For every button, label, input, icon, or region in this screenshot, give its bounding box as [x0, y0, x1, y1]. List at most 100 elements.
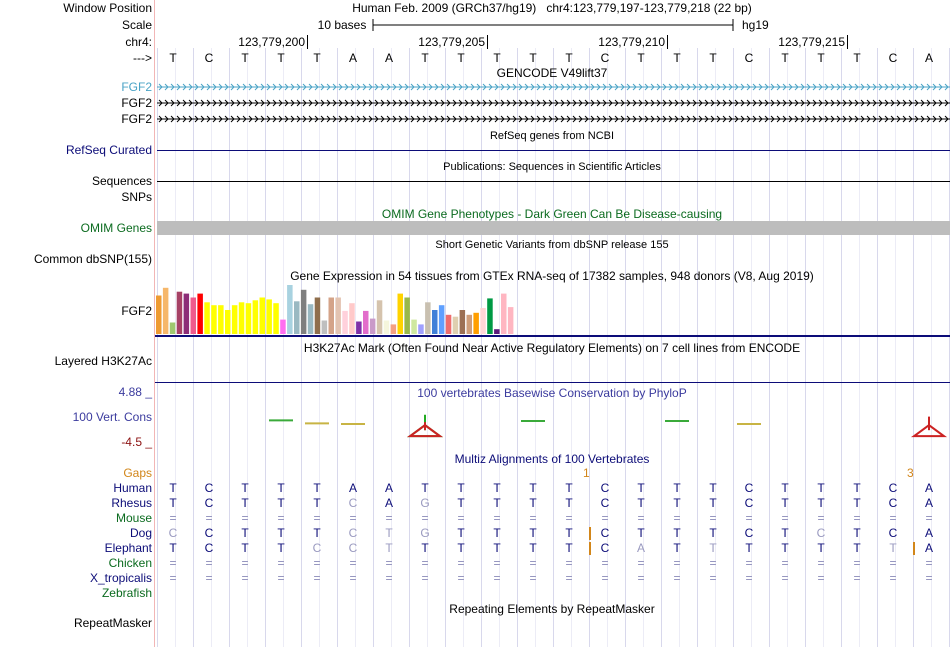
gtex-bar[interactable] — [307, 304, 314, 334]
strand-arrow — [398, 115, 403, 123]
track-label-dbsnp[interactable]: Common dbSNP(155) — [33, 252, 152, 266]
track-label-conservation[interactable]: 100 Vert. Cons — [72, 410, 152, 424]
species-label-elephant[interactable]: Elephant — [104, 541, 152, 555]
gtex-bar[interactable] — [487, 298, 493, 334]
gtex-bar[interactable] — [369, 318, 376, 334]
track-label-sequences[interactable]: Sequences — [91, 174, 152, 188]
gtex-bar[interactable] — [169, 322, 176, 335]
species-label-human[interactable]: Human — [113, 481, 152, 495]
assembly-name: Human Feb. 2009 (GRCh37/hg19) — [352, 1, 537, 15]
strand-arrow — [908, 83, 913, 91]
gtex-bar[interactable] — [494, 329, 500, 334]
gtex-bar[interactable] — [218, 305, 224, 334]
gtex-bar[interactable] — [480, 308, 486, 334]
gtex-bar[interactable] — [259, 297, 266, 335]
gtex-bar[interactable] — [321, 320, 328, 335]
gtex-bar[interactable] — [266, 299, 272, 334]
gtex-bar[interactable] — [356, 321, 362, 335]
gtex-bar[interactable] — [314, 297, 321, 335]
strand-arrow — [704, 99, 709, 107]
gtex-bar[interactable] — [349, 303, 355, 334]
track-label-gencode-fgf2-1[interactable]: FGF2 — [121, 80, 152, 94]
gtex-bar[interactable] — [390, 324, 397, 334]
gtex-bar[interactable] — [156, 295, 162, 335]
gtex-bar[interactable] — [411, 319, 417, 334]
gtex-bar[interactable] — [459, 310, 466, 334]
track-label-h3k27ac[interactable]: Layered H3K27Ac — [54, 354, 152, 368]
gtex-bar[interactable] — [231, 305, 238, 334]
gtex-bar[interactable] — [501, 293, 507, 334]
gtex-bar[interactable] — [252, 300, 259, 334]
label-strand: ---> — [133, 51, 152, 65]
strand-arrow — [404, 115, 409, 123]
species-label-chicken[interactable]: Chicken — [108, 556, 152, 570]
gtex-bar[interactable] — [211, 305, 217, 334]
gtex-bar[interactable] — [280, 319, 286, 334]
gtex-bar[interactable] — [466, 314, 473, 334]
species-label-dog[interactable]: Dog — [129, 526, 152, 540]
track-label-gencode-fgf2-2[interactable]: FGF2 — [121, 96, 152, 110]
gtex-bar[interactable] — [197, 293, 203, 334]
gtex-bar[interactable] — [183, 293, 190, 334]
species-label-rhesus[interactable]: Rhesus — [111, 496, 152, 510]
gtex-bar[interactable] — [445, 314, 452, 334]
gtex-bar[interactable] — [342, 310, 348, 334]
gtex-bar[interactable] — [245, 303, 252, 334]
conservation-peak[interactable] — [406, 423, 444, 438]
sequences-line[interactable] — [157, 181, 950, 182]
strand-arrow — [920, 115, 925, 123]
gtex-bar[interactable] — [273, 303, 279, 334]
gtex-bar[interactable] — [204, 302, 210, 334]
track-label-gaps[interactable]: Gaps — [123, 466, 152, 480]
gtex-bar[interactable] — [190, 297, 197, 335]
gtex-bar[interactable] — [328, 297, 335, 335]
conservation-plot[interactable] — [155, 392, 950, 450]
strand-arrow — [458, 115, 463, 123]
gtex-bar[interactable] — [176, 291, 183, 334]
species-label-mouse[interactable]: Mouse — [115, 511, 152, 525]
gtex-bar[interactable] — [287, 285, 293, 334]
gtex-bar[interactable] — [383, 320, 390, 335]
gtex-bar[interactable] — [438, 305, 445, 334]
gtex-bar-chart[interactable] — [155, 284, 535, 334]
omim-gene-bar[interactable] — [157, 221, 950, 235]
gtex-bar[interactable] — [418, 324, 424, 334]
gtex-bar[interactable] — [397, 293, 404, 334]
alignment-base: C — [348, 496, 358, 510]
strand-arrow — [632, 115, 637, 123]
alignment-base: T — [637, 481, 645, 495]
gtex-bar[interactable] — [432, 310, 438, 334]
gtex-bar[interactable] — [335, 297, 341, 335]
gtex-bar[interactable] — [425, 302, 431, 334]
strand-arrow — [578, 83, 583, 91]
species-label-zebrafish[interactable]: Zebrafish — [101, 586, 152, 600]
track-label-snps[interactable]: SNPs — [121, 190, 152, 204]
gtex-bar[interactable] — [507, 307, 514, 334]
track-label-gtex-fgf2[interactable]: FGF2 — [121, 304, 152, 318]
gtex-bar[interactable] — [452, 316, 459, 334]
gtex-bar[interactable] — [376, 300, 383, 334]
gtex-bar[interactable] — [238, 302, 245, 334]
gtex-bar[interactable] — [225, 310, 231, 334]
track-label-repeatmasker[interactable]: RepeatMasker — [73, 616, 152, 630]
strand-arrow — [800, 115, 805, 123]
strand-arrow — [668, 99, 673, 107]
refseq-line[interactable] — [157, 150, 950, 151]
track-label-refseq[interactable]: RefSeq Curated — [65, 143, 152, 157]
gtex-bar[interactable] — [162, 287, 169, 334]
h3k27ac-baseline[interactable] — [155, 382, 950, 383]
gtex-bar[interactable] — [300, 289, 307, 334]
gtex-bar[interactable] — [473, 312, 479, 334]
strand-arrow — [596, 99, 601, 107]
gtex-bar[interactable] — [294, 301, 300, 334]
species-label-x_tropicalis[interactable]: X_tropicalis — [89, 571, 152, 585]
track-label-omim[interactable]: OMIM Genes — [80, 221, 152, 235]
conservation-peak[interactable] — [910, 423, 948, 438]
gtex-bar[interactable] — [363, 310, 369, 334]
strand-arrow — [482, 83, 487, 91]
track-label-gencode-fgf2-3[interactable]: FGF2 — [121, 112, 152, 126]
gtex-bar[interactable] — [404, 297, 410, 335]
strand-arrow — [524, 83, 529, 91]
gencode-transcripts[interactable] — [155, 80, 950, 128]
